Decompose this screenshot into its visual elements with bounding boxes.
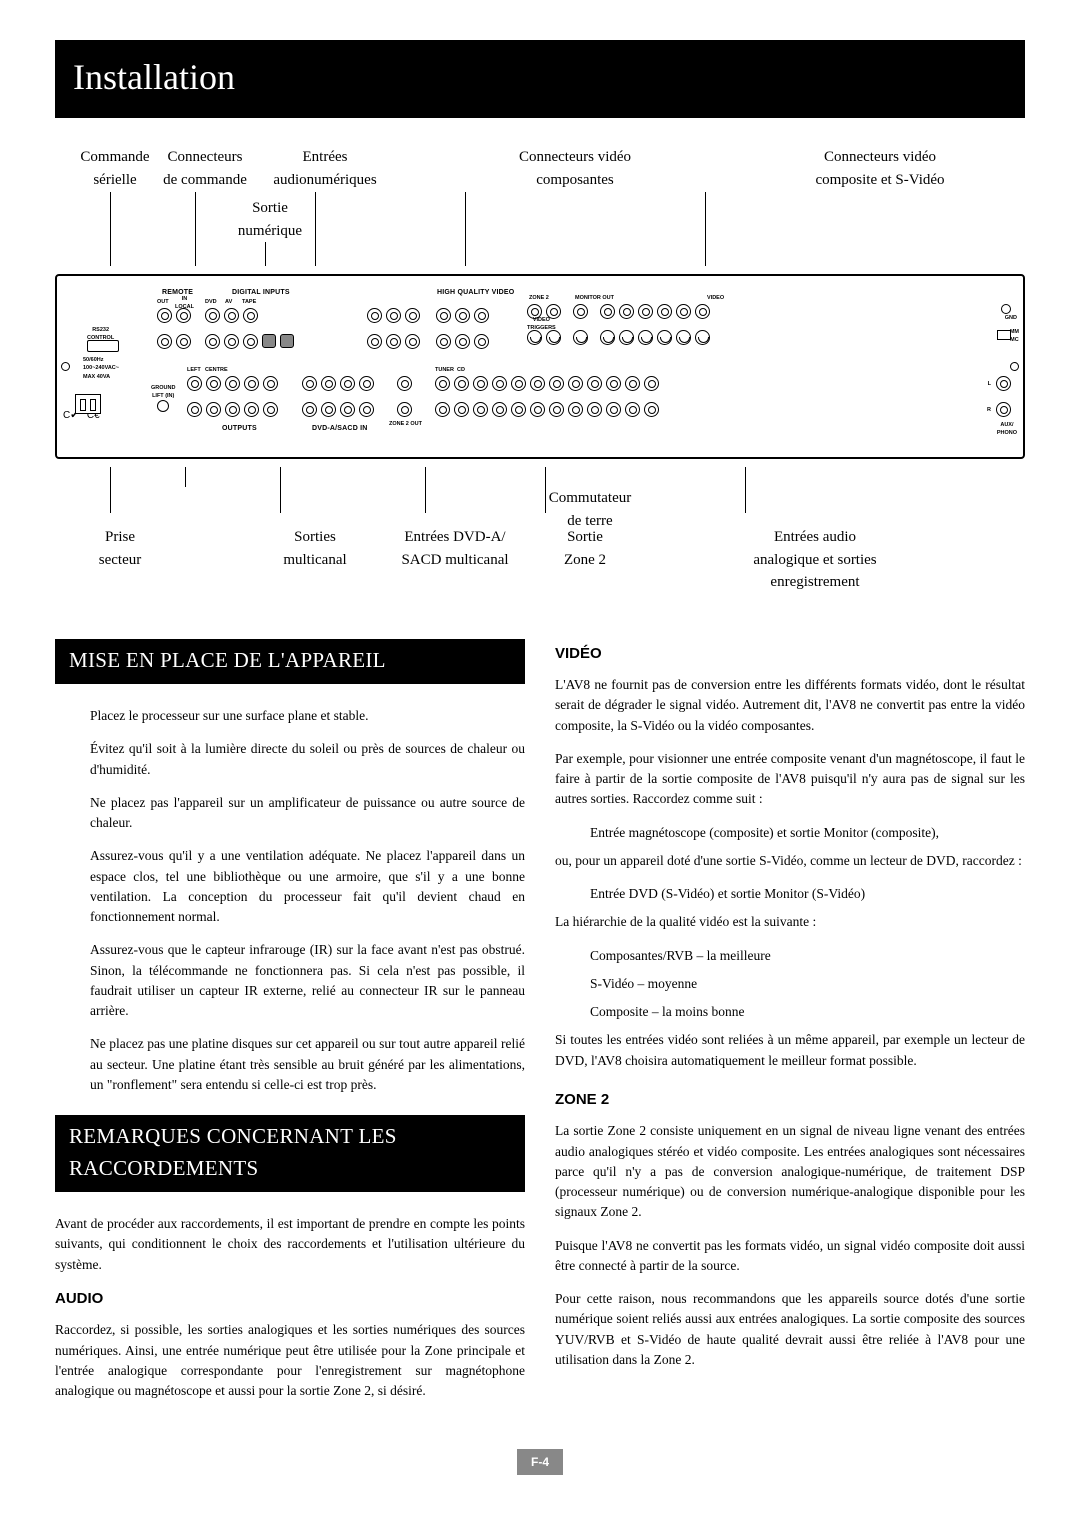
lbl-serial-b: sérielle: [93, 172, 136, 188]
audio-head: AUDIO: [55, 1288, 525, 1311]
lbl-z2-b: Zone 2: [564, 552, 606, 568]
t-tuner: TUNER: [435, 366, 454, 374]
lbl-digout-a: Sortie: [252, 200, 288, 216]
diagram-sub-digital-out: Sortie numérique: [0, 197, 1025, 242]
lbl-dvda-b: SACD multicanal: [401, 552, 508, 568]
lbl-mcout-a: Sorties: [294, 529, 336, 545]
t-R: R: [987, 406, 991, 414]
t-zone2: ZONE 2: [529, 294, 549, 302]
s1p4: Assurez-vous qu'il y a une ventilation a…: [90, 846, 525, 927]
lbl-digin-b: audionumériques: [273, 172, 376, 188]
s1p1: Placez le processeur sur une surface pla…: [90, 706, 525, 726]
lbl-serial-a: Commande: [80, 149, 149, 165]
t-vidtrig: VIDEO TRIGGERS: [527, 316, 556, 333]
t-av: AV: [225, 298, 232, 306]
grp-dvda: DVD-A/SACD IN: [312, 424, 368, 435]
s1p6: Ne placez pas une platine disques sur ce…: [90, 1034, 525, 1095]
body-columns: MISE EN PLACE DE L'APPAREIL Placez le pr…: [55, 639, 1025, 1415]
t-centre: CENTRE: [205, 366, 228, 374]
t-out: OUT: [157, 298, 169, 306]
s1p3: Ne placez pas l'appareil sur un amplific…: [90, 793, 525, 834]
t-tape: TAPE: [242, 298, 256, 306]
vi2: Entrée DVD (S-Vidéo) et sortie Monitor (…: [590, 884, 1025, 904]
lbl-analog-a: Entrées audio: [774, 529, 856, 545]
z2p2: Puisque l'AV8 ne convertit pas les forma…: [555, 1236, 1025, 1277]
vp3: ou, pour un appareil doté d'une sortie S…: [555, 851, 1025, 871]
vp4: La hiérarchie de la qualité vidéo est la…: [555, 912, 1025, 932]
iec-inlet: [75, 394, 101, 414]
diagram-top-labels: Commandesérielle Connecteursde commande …: [75, 146, 1025, 191]
t-video: VIDEO: [707, 294, 724, 302]
page-number: F-4: [517, 1449, 563, 1475]
s2p1: Avant de procéder aux raccordements, il …: [55, 1214, 525, 1275]
lbl-mcout-b: multicanal: [283, 552, 346, 568]
lbl-compvid-b: composantes: [536, 172, 613, 188]
section-connections: REMARQUES CONCERNANT LES RACCORDEMENTS: [55, 1115, 525, 1192]
lbl-dvda-a: Entrées DVD-A/: [404, 529, 505, 545]
vi5: Composite – la moins bonne: [590, 1002, 1025, 1022]
section-placement: MISE EN PLACE DE L'APPAREIL: [55, 639, 525, 685]
t-mmmc: MM MC: [1010, 328, 1019, 345]
audiop1: Raccordez, si possible, les sorties anal…: [55, 1320, 525, 1401]
t-inlocal: IN LOCAL: [175, 295, 194, 312]
grp-digital-inputs: DIGITAL INPUTS: [232, 288, 290, 299]
zone2-head: ZONE 2: [555, 1089, 1025, 1112]
t-groundlift: GROUND LIFT (IN): [151, 384, 175, 401]
t-z2out: ZONE 2 OUT: [389, 420, 422, 428]
lbl-analog-c: enregistrement: [770, 574, 859, 590]
lbl-ctrl-a: Connecteurs: [168, 149, 243, 165]
lbl-analog-b: analogique et sorties: [753, 552, 876, 568]
video-head: VIDÉO: [555, 643, 1025, 666]
z2p3: Pour cette raison, nous recommandons que…: [555, 1289, 1025, 1370]
lbl-z2-a: Sortie: [567, 529, 603, 545]
rear-panel-box: C✔ C€ REMOTE DIGITAL INPUTS HIGH QUALITY…: [55, 274, 1025, 459]
diagram-bottom-labels: Prise secteur Sorties multicanal Entrées D…: [55, 526, 1025, 594]
t-gnd: GND: [1005, 314, 1017, 322]
t-L: L: [988, 380, 991, 388]
t-dvd: DVD: [205, 298, 217, 306]
lbl-digout-b: numérique: [238, 223, 302, 239]
lbl-ctrl-b: de commande: [163, 172, 247, 188]
z2p1: La sortie Zone 2 consiste uniquement en …: [555, 1121, 1025, 1222]
s1p2: Évitez qu'il soit à la lumière directe d…: [90, 739, 525, 780]
t-left: LEFT: [187, 366, 201, 374]
vi3: Composantes/RVB – la meilleure: [590, 946, 1025, 966]
page-title-banner: Installation: [55, 40, 1025, 118]
vi4: S-Vidéo – moyenne: [590, 974, 1025, 994]
s1p5: Assurez-vous que le capteur infrarouge (…: [90, 940, 525, 1021]
lbl-power: 50/60Hz 100~240VAC~ MAX 40VA: [83, 356, 119, 381]
rs232-port: [87, 340, 119, 352]
vp1: L'AV8 ne fournit pas de conversion entre…: [555, 675, 1025, 736]
right-column: VIDÉO L'AV8 ne fournit pas de conversion…: [555, 639, 1025, 1415]
vp2: Par exemple, pour visionner une entrée c…: [555, 749, 1025, 810]
lbl-svid-a: Connecteurs vidéo: [824, 149, 936, 165]
vi1: Entrée magnétoscope (composite) et sorti…: [590, 823, 1025, 843]
t-monout: MONITOR OUT: [575, 294, 614, 302]
t-cd: CD: [457, 366, 465, 374]
grp-hqv: HIGH QUALITY VIDEO: [437, 288, 514, 299]
t-auxphono: AUX/ PHONO: [997, 421, 1017, 438]
lbl-mains-a: Prise: [105, 529, 135, 545]
lbl-digin-a: Entrées: [303, 149, 348, 165]
lbl-svid-b: composite et S-Vidéo: [815, 172, 944, 188]
lbl-gnd-a: Commutateur: [549, 490, 632, 506]
vp5: Si toutes les entrées vidéo sont reliées…: [555, 1030, 1025, 1071]
grp-outputs: OUTPUTS: [222, 424, 257, 435]
page-footer: F-4: [55, 1449, 1025, 1475]
lbl-compvid-a: Connecteurs vidéo: [519, 149, 631, 165]
lbl-mains-b: secteur: [99, 552, 141, 568]
rear-panel-diagram: Commandesérielle Connecteursde commande …: [55, 146, 1025, 594]
left-column: MISE EN PLACE DE L'APPAREIL Placez le pr…: [55, 639, 525, 1415]
